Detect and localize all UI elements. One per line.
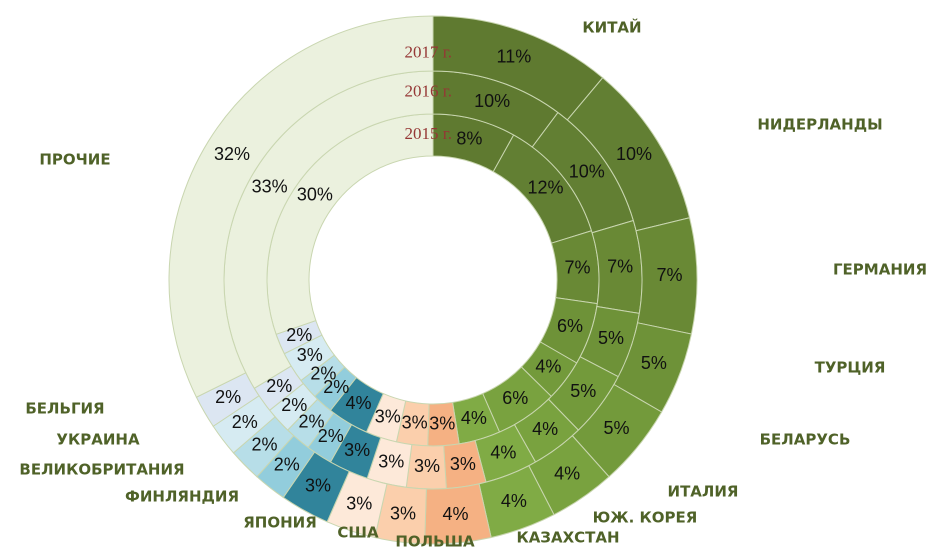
category-label: КАЗАХСТАН <box>516 529 619 547</box>
data-label: 7% <box>565 257 591 277</box>
data-label: 33% <box>252 177 288 197</box>
category-label: ПОЛЬША <box>395 533 475 548</box>
data-label: 5% <box>641 353 667 373</box>
data-label: 3% <box>429 413 455 433</box>
segment <box>168 15 434 398</box>
series-label: 2016 г. <box>404 81 452 100</box>
category-label: БЕЛЬГИЯ <box>25 400 104 418</box>
data-label: 10% <box>569 161 605 181</box>
data-label: 2% <box>274 455 300 475</box>
data-label: 2% <box>286 325 312 345</box>
data-label: 7% <box>607 257 633 277</box>
data-label: 4% <box>501 491 527 511</box>
data-label: 30% <box>297 185 333 205</box>
series-label: 2017 г. <box>404 42 452 61</box>
data-label: 3% <box>402 413 428 433</box>
data-label: 2% <box>318 426 344 446</box>
data-label: 10% <box>616 144 652 164</box>
data-label: 4% <box>346 393 372 413</box>
series-label: 2015 г. <box>404 124 452 143</box>
category-label: ГЕРМАНИЯ <box>833 261 927 279</box>
data-label: 2% <box>266 376 292 396</box>
data-label: 3% <box>375 407 401 427</box>
category-label: США <box>337 524 379 542</box>
data-label: 2% <box>232 412 258 432</box>
data-label: 8% <box>456 128 482 148</box>
data-label: 2% <box>215 387 241 407</box>
data-label: 32% <box>214 144 250 164</box>
category-label: ТУРЦИЯ <box>815 359 886 377</box>
data-label: 3% <box>450 454 476 474</box>
data-label: 4% <box>554 464 580 484</box>
category-label: ВЕЛИКОБРИТАНИЯ <box>19 461 184 479</box>
category-label: ЮЖ. КОРЕЯ <box>593 509 698 527</box>
data-label: 4% <box>461 408 487 428</box>
data-label: 2% <box>323 377 349 397</box>
category-label: ФИНЛЯНДИЯ <box>125 488 239 506</box>
data-label: 3% <box>305 475 331 495</box>
data-label: 3% <box>414 456 440 476</box>
data-label: 3% <box>344 440 370 460</box>
data-label: 11% <box>497 47 532 67</box>
category-label: ИТАЛИЯ <box>668 483 739 501</box>
category-label: УКРАИНА <box>56 431 140 449</box>
data-label: 7% <box>656 265 682 285</box>
data-label: 3% <box>378 452 404 472</box>
data-label: 4% <box>490 443 516 463</box>
data-label: 2% <box>281 395 307 415</box>
data-label: 6% <box>502 388 528 408</box>
data-label: 6% <box>557 316 583 336</box>
data-label: 3% <box>297 345 323 365</box>
data-label: 4% <box>442 504 468 524</box>
data-label: 5% <box>604 418 630 438</box>
data-label: 3% <box>390 503 416 523</box>
data-label: 4% <box>535 357 561 377</box>
data-label: 12% <box>528 177 564 197</box>
data-label: 2% <box>310 364 336 384</box>
data-label: 5% <box>570 381 596 401</box>
category-label: ЯПОНИЯ <box>243 514 317 532</box>
category-label: ПРОЧИЕ <box>39 151 110 169</box>
data-label: 2% <box>251 435 277 455</box>
category-label: НИДЕРЛАНДЫ <box>757 116 882 134</box>
data-label: 2% <box>298 412 324 432</box>
data-label: 5% <box>598 328 624 348</box>
data-label: 4% <box>532 419 558 439</box>
data-label: 3% <box>346 493 372 513</box>
category-label: КИТАЙ <box>582 18 641 37</box>
category-label: БЕЛАРУСЬ <box>760 431 851 449</box>
data-label: 10% <box>474 91 510 111</box>
